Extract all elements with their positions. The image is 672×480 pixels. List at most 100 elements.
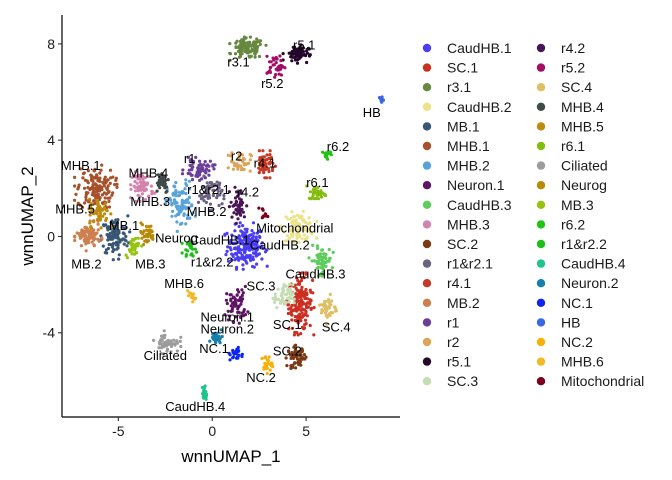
data-point xyxy=(293,315,297,319)
data-point xyxy=(241,267,245,271)
data-point xyxy=(228,358,232,362)
data-point xyxy=(133,170,138,174)
data-point xyxy=(128,230,132,234)
data-point xyxy=(222,197,226,201)
series-SC.1 xyxy=(285,271,316,337)
data-point xyxy=(278,54,282,58)
data-point xyxy=(102,206,106,210)
legend-swatch xyxy=(536,83,546,92)
data-point xyxy=(124,234,128,239)
data-point xyxy=(150,230,154,234)
data-point xyxy=(95,231,99,235)
data-point xyxy=(294,292,298,296)
data-point xyxy=(290,318,294,322)
data-point xyxy=(115,229,119,233)
data-point xyxy=(231,241,236,246)
data-point xyxy=(242,157,247,161)
data-point xyxy=(201,386,205,390)
data-point xyxy=(228,293,232,297)
data-point xyxy=(216,189,220,193)
data-point xyxy=(280,292,284,296)
data-point xyxy=(74,192,78,196)
data-point xyxy=(277,65,281,70)
data-point xyxy=(231,295,236,299)
data-point xyxy=(180,172,185,176)
data-point xyxy=(289,306,293,310)
data-point xyxy=(162,175,166,179)
legend-label: Neuron.2 xyxy=(561,275,619,291)
data-point xyxy=(320,309,324,313)
series-MHB.4 xyxy=(155,172,170,194)
legend-label: Neuron.1 xyxy=(447,177,505,193)
data-point xyxy=(303,318,308,322)
data-point xyxy=(139,221,143,225)
data-point xyxy=(136,174,140,178)
data-point xyxy=(230,258,234,262)
cluster-label: MB.3 xyxy=(135,257,165,272)
data-point xyxy=(95,206,99,210)
data-point xyxy=(305,291,309,295)
data-point xyxy=(217,183,221,187)
data-point xyxy=(101,244,105,248)
data-point xyxy=(262,171,266,175)
data-point xyxy=(81,176,85,180)
legend-swatch xyxy=(422,43,432,53)
data-point xyxy=(158,175,162,179)
data-point xyxy=(281,52,285,56)
data-point xyxy=(196,200,201,204)
legend-swatch xyxy=(422,220,432,229)
data-point xyxy=(247,41,251,46)
data-point xyxy=(97,214,101,218)
series-r4.1 xyxy=(257,149,277,180)
data-point xyxy=(202,199,206,203)
data-point xyxy=(136,241,140,245)
data-point xyxy=(175,205,179,210)
data-point xyxy=(306,51,310,55)
legend-label: Neurog xyxy=(561,177,607,193)
data-point xyxy=(86,186,90,190)
legend-label: r1&r2.1 xyxy=(447,256,493,272)
data-point xyxy=(185,183,189,188)
data-point xyxy=(73,184,77,188)
data-point xyxy=(108,168,113,172)
data-point xyxy=(232,211,236,215)
data-point xyxy=(331,250,335,254)
data-point xyxy=(260,162,264,166)
data-point xyxy=(142,187,146,191)
data-point xyxy=(242,215,246,219)
data-point xyxy=(228,52,232,56)
data-point xyxy=(241,40,245,45)
legend-swatch xyxy=(536,357,546,366)
data-point xyxy=(138,195,142,199)
data-point xyxy=(243,41,247,45)
data-point xyxy=(216,193,220,197)
data-point xyxy=(243,235,247,239)
data-point xyxy=(284,356,288,360)
data-point xyxy=(308,323,312,328)
data-point xyxy=(301,356,305,360)
data-point xyxy=(139,186,143,190)
data-point xyxy=(109,243,113,247)
data-point xyxy=(133,245,137,249)
cluster-label: Neuron.1 xyxy=(200,310,253,325)
data-point xyxy=(288,287,292,291)
data-point xyxy=(300,349,304,354)
data-point xyxy=(293,318,297,323)
data-point xyxy=(208,202,213,206)
data-point xyxy=(104,218,108,223)
data-point xyxy=(180,251,184,255)
data-point xyxy=(152,338,156,342)
data-point xyxy=(162,183,166,187)
data-point xyxy=(214,341,218,345)
data-point xyxy=(208,159,212,163)
data-point xyxy=(237,321,241,325)
legend-label: MB.1 xyxy=(447,118,480,134)
data-point xyxy=(224,253,228,257)
legend-item: CaudHB.1 xyxy=(422,40,512,56)
data-point xyxy=(84,234,88,238)
data-point xyxy=(91,183,95,187)
data-point xyxy=(93,202,97,206)
legend-swatch xyxy=(536,337,546,347)
data-point xyxy=(95,198,99,202)
data-point xyxy=(248,169,252,173)
